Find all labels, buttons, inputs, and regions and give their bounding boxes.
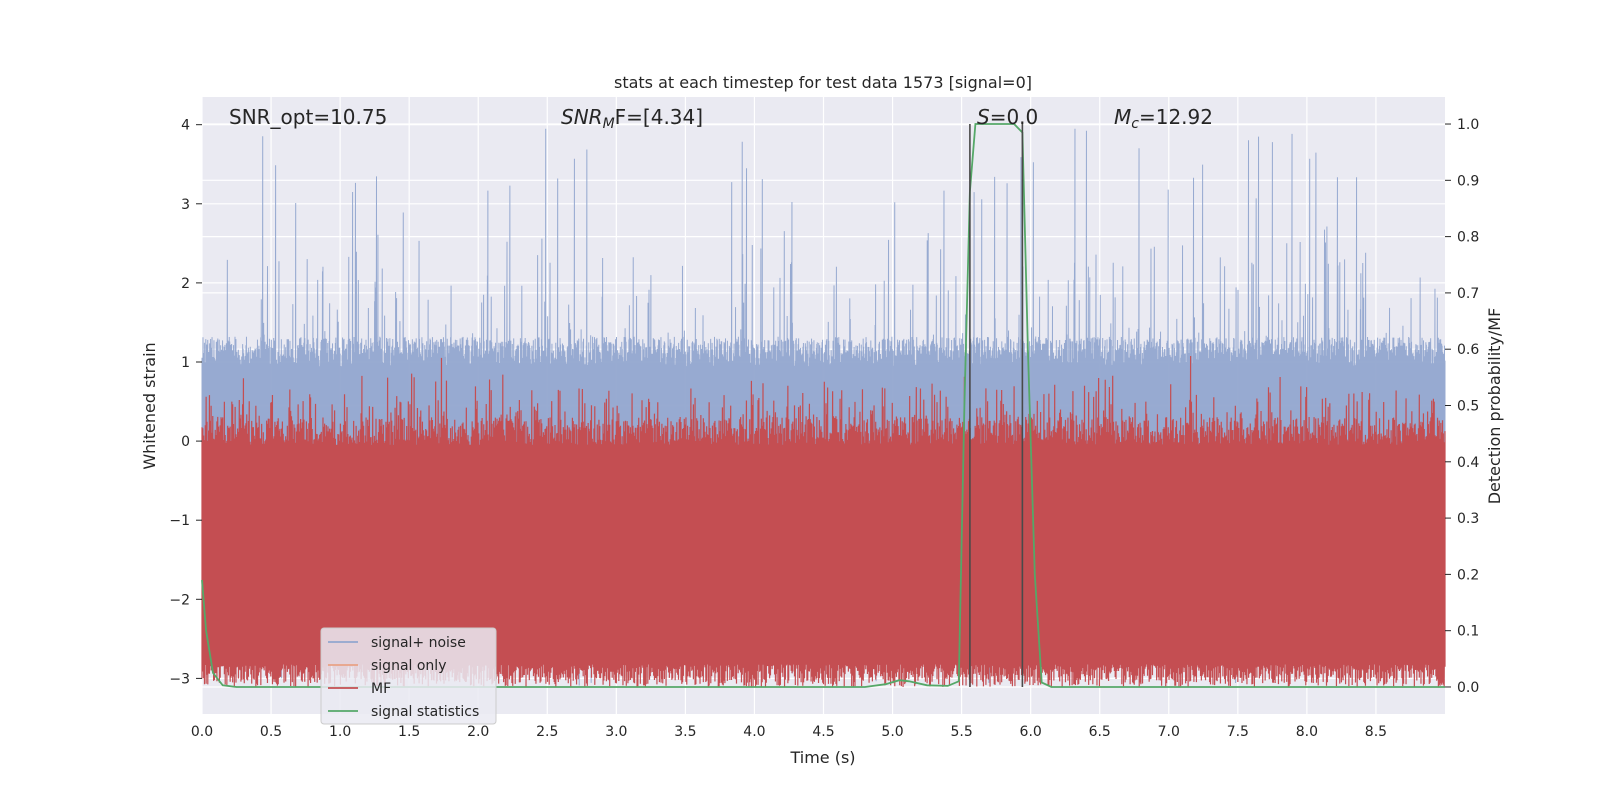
left-y-tick-label: −2: [169, 592, 190, 608]
x-tick-label: 7.5: [1227, 724, 1249, 740]
x-tick-label: 2.0: [467, 724, 489, 740]
snr-mf-main: SNR: [561, 105, 603, 129]
x-tick-label: 3.0: [605, 724, 627, 740]
right-y-tick-label: 0.9: [1457, 173, 1479, 189]
right-y-tick-label: 0.6: [1457, 342, 1479, 358]
right-y-axis-label: Detection probability/MF: [1485, 308, 1504, 505]
mc-sub: c: [1131, 116, 1139, 132]
x-tick-label: 5.5: [950, 724, 972, 740]
snr-mf-rest: F=[4.34]: [615, 105, 703, 129]
x-tick-label: 0.5: [260, 724, 282, 740]
left-y-tick-label: 3: [181, 197, 190, 213]
right-y-axis-ticks: 0.0 0.1 0.2 0.3 0.4 0.5 0.6 0.7 0.8 0.9 1.0: [1445, 117, 1479, 696]
legend-label: signal statistics: [371, 704, 479, 720]
x-tick-label: 2.5: [536, 724, 558, 740]
snr-opt-annotation: SNR_opt=10.75: [229, 105, 387, 129]
legend-box: [320, 627, 497, 725]
signal-statistics-line: [201, 123, 1445, 688]
left-y-tick-label: 0: [181, 434, 190, 450]
x-tick-label: 4.0: [743, 724, 765, 740]
mc-annotation: Mc=12.92: [1114, 105, 1213, 132]
right-y-tick-label: 0.4: [1457, 455, 1479, 471]
legend-label: MF: [371, 681, 391, 697]
x-axis-label: Time (s): [789, 748, 855, 767]
legend: signal+ noise signal only MF signal statist…: [320, 627, 497, 725]
left-y-tick-label: 4: [181, 118, 190, 134]
x-tick-label: 5.0: [881, 724, 903, 740]
legend-label: signal only: [371, 658, 446, 674]
left-y-axis-ticks: −3 −2 −1 0 1 2 3 4: [169, 118, 202, 687]
right-y-tick-label: 0.8: [1457, 230, 1479, 246]
left-y-tick-label: 2: [181, 276, 190, 292]
x-tick-label: 8.0: [1296, 724, 1318, 740]
marker-lines: [969, 124, 1024, 687]
left-y-axis-label: Whitened strain: [140, 342, 159, 469]
x-tick-label: 6.5: [1089, 724, 1111, 740]
signal-statistics-series: [201, 123, 1445, 688]
left-y-tick-label: 1: [181, 355, 190, 371]
s-annotation: S=0.0: [977, 105, 1038, 129]
snr-mf-sub: M: [603, 116, 615, 132]
x-tick-label: 3.5: [674, 724, 696, 740]
s-main: S: [977, 105, 990, 129]
snr-mf-annotation: SNRMF=[4.34]: [561, 105, 703, 132]
right-y-tick-label: 0.1: [1457, 624, 1479, 640]
x-tick-label: 8.5: [1365, 724, 1387, 740]
mc-main: M: [1114, 105, 1131, 129]
right-y-tick-label: 0.2: [1457, 567, 1479, 583]
left-y-tick-label: −3: [169, 671, 190, 687]
x-tick-label: 6.0: [1020, 724, 1042, 740]
mf-line: [201, 355, 1446, 688]
x-tick-label: 4.5: [812, 724, 834, 740]
s-rest: =0.0: [990, 105, 1039, 129]
mf-series: [201, 355, 1446, 688]
x-axis-ticks: 0.0 0.5 1.0 1.5 2.0 2.5 3.0 3.5 4.0 4.5 5.0 5.5 6.0 6…: [191, 724, 1387, 740]
left-y-tick-label: −1: [169, 513, 190, 529]
mc-rest: =12.92: [1139, 105, 1213, 129]
x-tick-label: 0.0: [191, 724, 213, 740]
x-tick-label: 1.5: [398, 724, 420, 740]
legend-label: signal+ noise: [371, 635, 466, 651]
right-y-tick-label: 0.7: [1457, 286, 1479, 302]
x-tick-label: 7.0: [1158, 724, 1180, 740]
right-y-tick-label: 0.0: [1457, 680, 1479, 696]
right-y-tick-label: 0.3: [1457, 511, 1479, 527]
right-y-tick-label: 1.0: [1457, 117, 1479, 133]
chart-title: stats at each timestep for test data 157…: [614, 73, 1032, 92]
right-y-tick-label: 0.5: [1457, 399, 1479, 415]
x-tick-label: 1.0: [329, 724, 351, 740]
